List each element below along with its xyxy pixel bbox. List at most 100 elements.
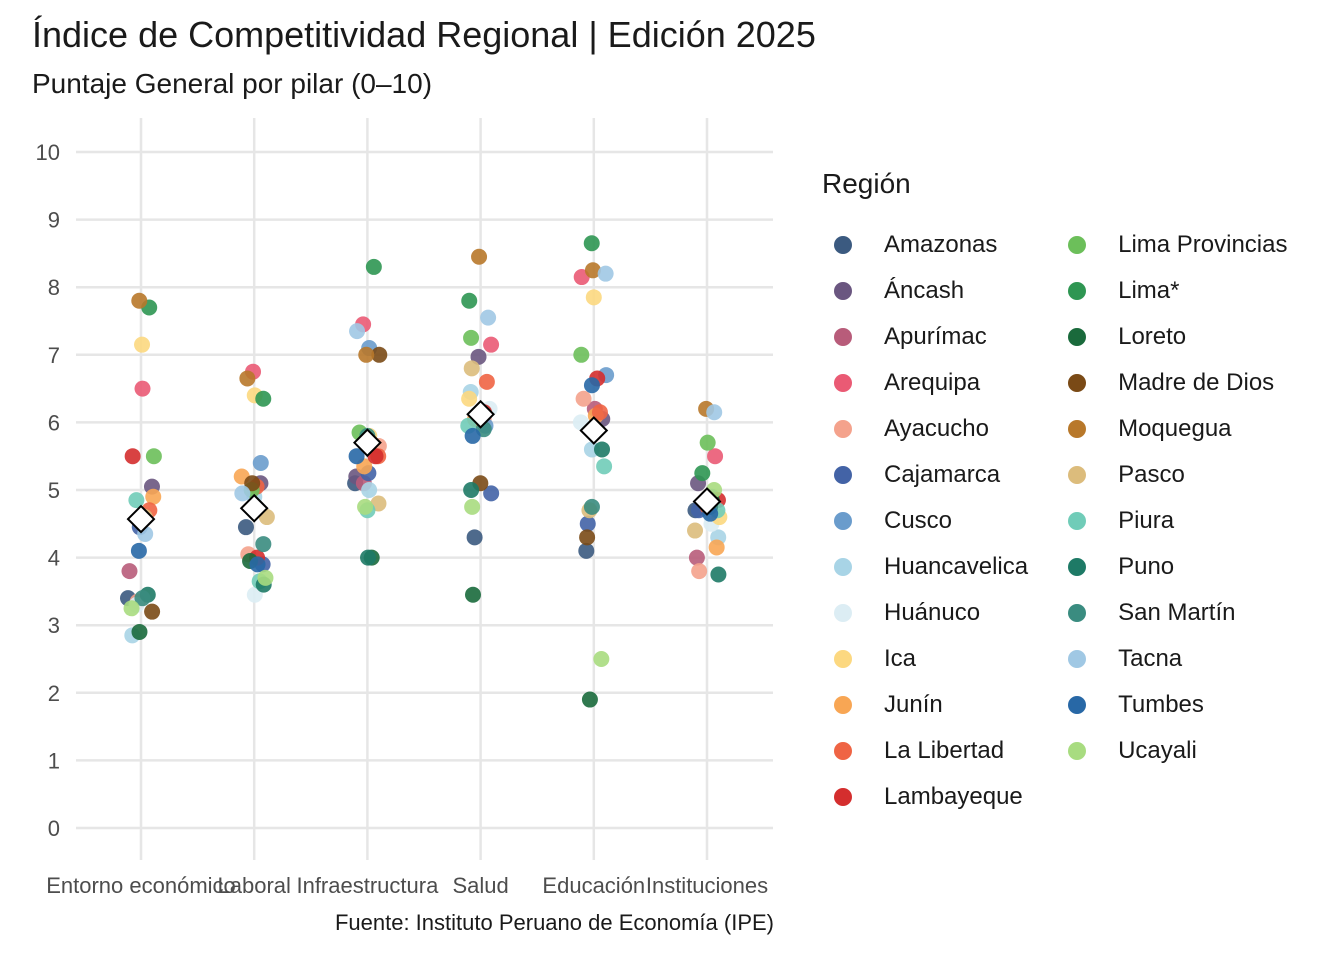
chart-title: Índice de Competitividad Regional | Edic…: [32, 14, 816, 55]
legend-label: Tumbes: [1118, 691, 1204, 718]
y-tick-label: 5: [48, 478, 60, 503]
data-point: [583, 498, 600, 515]
legend-swatch: [834, 742, 852, 760]
legend-item: Tacna: [1056, 636, 1287, 682]
x-tick-label: Educación: [542, 873, 645, 898]
legend-item: Junín: [822, 682, 1028, 728]
data-point: [461, 292, 478, 309]
data-point: [483, 336, 500, 353]
data-point: [357, 498, 374, 515]
legend-swatch: [834, 512, 852, 530]
legend-swatch: [1068, 696, 1087, 714]
legend-label: Lima*: [1118, 277, 1180, 304]
data-point: [128, 492, 145, 509]
data-point: [597, 265, 614, 282]
mean-markers: [126, 399, 722, 534]
data-point: [348, 448, 365, 465]
legend-item: Moquegua: [1056, 406, 1287, 452]
legend-label: Áncash: [884, 277, 965, 304]
data-point: [257, 569, 274, 586]
data-point: [239, 370, 256, 387]
legend-swatch: [1068, 558, 1087, 576]
y-tick-label: 8: [48, 275, 60, 300]
legend-item: Apurímac: [822, 314, 1028, 360]
data-point: [255, 536, 272, 553]
data-point: [687, 522, 704, 539]
data-point: [145, 448, 162, 465]
legend-label: Arequipa: [884, 369, 981, 396]
legend-item: Huancavelica: [822, 544, 1028, 590]
legend-label: Cajamarca: [884, 461, 1001, 488]
legend-item: Cajamarca: [822, 452, 1028, 498]
data-point: [706, 404, 723, 421]
mean-marker: [466, 399, 496, 429]
legend-label: La Libertad: [884, 737, 1005, 764]
legend-label: Apurímac: [884, 323, 987, 350]
legend-label: Huánuco: [884, 599, 981, 626]
data-point: [691, 563, 708, 580]
data-point: [144, 603, 161, 620]
data-point: [596, 458, 613, 475]
x-tick-label: Salud: [452, 873, 508, 898]
data-point: [464, 498, 481, 515]
legend-swatch: [1068, 512, 1087, 530]
legend-swatch: [834, 604, 852, 622]
legend-title: Región: [822, 168, 911, 199]
grid-lines: [76, 118, 773, 860]
data-point: [584, 262, 601, 279]
legend-label: Madre de Dios: [1118, 369, 1275, 396]
legend-item: Áncash: [822, 268, 1028, 314]
x-tick-label: Infraestructura: [296, 873, 439, 898]
mean-marker: [692, 487, 722, 516]
legend-label: Loreto: [1118, 323, 1187, 350]
legend-label: Ucayali: [1118, 737, 1197, 764]
y-tick-label: 1: [48, 748, 60, 773]
data-point: [237, 519, 254, 536]
legend-swatch: [1068, 650, 1087, 668]
legend-item: Ica: [822, 636, 1028, 682]
legend-swatch: [834, 650, 852, 668]
data-point: [471, 248, 488, 265]
data-point: [131, 623, 148, 640]
legend-swatch: [1068, 742, 1087, 760]
legend-column-1: Amazonas Áncash Apurímac Arequipa Ayacucho Ca…: [822, 222, 1028, 820]
legend-item: Ayacucho: [822, 406, 1028, 452]
y-tick-label: 2: [48, 681, 60, 706]
legend-swatch: [834, 374, 852, 392]
legend-label: Junín: [884, 691, 943, 718]
data-point: [124, 448, 141, 465]
data-point: [134, 336, 151, 353]
legend-item: Loreto: [1056, 314, 1287, 360]
data-point: [463, 329, 480, 346]
legend-swatch: [834, 328, 852, 346]
data-point: [708, 539, 725, 556]
y-tick-label: 7: [48, 343, 60, 368]
data-point: [480, 309, 497, 326]
legend-label: Pasco: [1118, 461, 1185, 488]
legend-item: Puno: [1056, 544, 1287, 590]
legend-label: San Martín: [1118, 599, 1236, 626]
legend-item: Tumbes: [1056, 682, 1287, 728]
y-tick-label: 3: [48, 613, 60, 638]
data-point: [581, 691, 598, 708]
legend-swatch: [1068, 328, 1087, 346]
data-point: [583, 235, 600, 252]
legend-swatch: [834, 420, 852, 438]
legend-swatch: [834, 558, 852, 576]
legend-label: Lima Provincias: [1118, 231, 1288, 258]
data-point: [483, 485, 500, 502]
data-point: [707, 448, 724, 465]
data-point: [579, 515, 596, 532]
legend-label: Amazonas: [884, 231, 998, 258]
data-point: [234, 485, 251, 502]
y-tick-label: 6: [48, 410, 60, 435]
data-point: [585, 289, 602, 306]
legend-item: Lambayeque: [822, 774, 1028, 820]
legend-label: Tacna: [1118, 645, 1183, 672]
data-point: [710, 566, 727, 583]
y-tick-label: 4: [48, 546, 60, 571]
data-point: [699, 434, 716, 451]
data-point: [463, 482, 480, 498]
legend-label: Piura: [1118, 507, 1175, 534]
